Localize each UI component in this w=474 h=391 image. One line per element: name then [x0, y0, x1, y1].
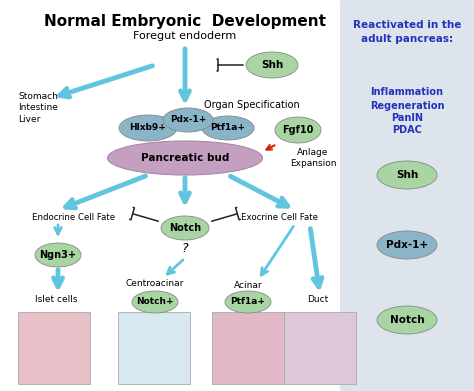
FancyBboxPatch shape [284, 312, 356, 384]
FancyBboxPatch shape [118, 312, 190, 384]
Text: Shh: Shh [396, 170, 418, 180]
Ellipse shape [275, 117, 321, 143]
Ellipse shape [119, 115, 177, 141]
Text: Normal Embryonic  Development: Normal Embryonic Development [44, 14, 326, 29]
Text: Hlxb9+: Hlxb9+ [129, 124, 166, 133]
Text: Fgf10: Fgf10 [283, 125, 314, 135]
Text: PDAC: PDAC [392, 125, 422, 135]
Text: Stomach
Intestine
Liver: Stomach Intestine Liver [18, 92, 58, 124]
Text: Inflammation: Inflammation [371, 87, 444, 97]
Ellipse shape [377, 306, 437, 334]
Ellipse shape [163, 108, 213, 132]
Text: Exocrine Cell Fate: Exocrine Cell Fate [241, 213, 319, 222]
Text: Notch: Notch [169, 223, 201, 233]
Text: Pdx-1+: Pdx-1+ [170, 115, 206, 124]
Text: PanIN: PanIN [391, 113, 423, 123]
FancyBboxPatch shape [212, 312, 284, 384]
Text: Shh: Shh [261, 60, 283, 70]
Ellipse shape [246, 52, 298, 78]
Text: ?: ? [182, 242, 188, 255]
Text: Notch+: Notch+ [136, 298, 174, 307]
Text: Ptf1a+: Ptf1a+ [230, 298, 265, 307]
Text: Organ Specification: Organ Specification [204, 100, 300, 110]
Text: Ptf1a+: Ptf1a+ [210, 124, 246, 133]
Ellipse shape [108, 141, 263, 175]
Text: Endocrine Cell Fate: Endocrine Cell Fate [32, 213, 115, 222]
Text: Pdx-1+: Pdx-1+ [386, 240, 428, 250]
Text: Pancreatic bud: Pancreatic bud [141, 153, 229, 163]
FancyBboxPatch shape [18, 312, 90, 384]
Text: Regeneration: Regeneration [370, 101, 444, 111]
Ellipse shape [202, 116, 254, 140]
Text: Islet cells: Islet cells [35, 296, 78, 305]
Text: Ngn3+: Ngn3+ [39, 250, 76, 260]
Text: Centroacinar: Centroacinar [126, 280, 184, 289]
Ellipse shape [377, 231, 437, 259]
Text: Anlage
Expansion: Anlage Expansion [290, 148, 336, 168]
Text: Notch: Notch [390, 315, 424, 325]
Ellipse shape [161, 216, 209, 240]
Ellipse shape [377, 161, 437, 189]
FancyBboxPatch shape [340, 0, 474, 391]
Ellipse shape [132, 291, 178, 313]
Text: Duct: Duct [307, 296, 328, 305]
Text: Reactivated in the
adult pancreas:: Reactivated in the adult pancreas: [353, 20, 461, 44]
Ellipse shape [225, 291, 271, 313]
Text: Acinar: Acinar [234, 280, 262, 289]
Ellipse shape [35, 243, 81, 267]
Text: Foregut endoderm: Foregut endoderm [133, 31, 237, 41]
